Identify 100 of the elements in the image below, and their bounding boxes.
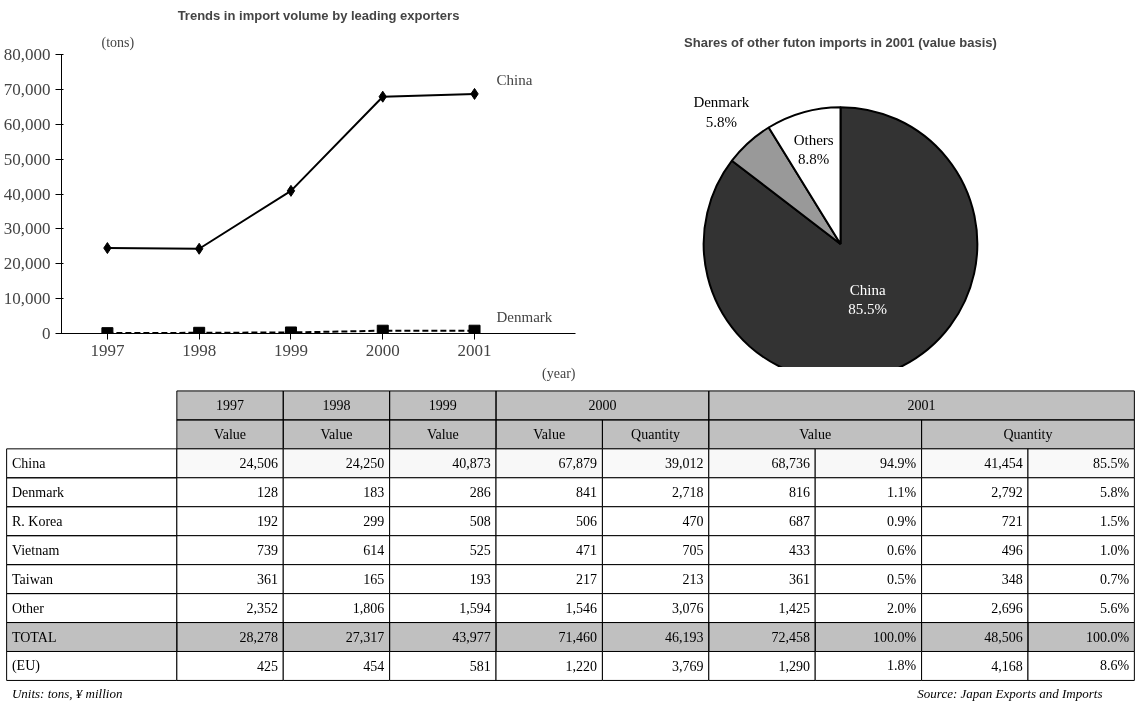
x-tick-label: 2000 [365,340,400,360]
data-label: 425 [256,658,278,674]
data-label: 361 [788,572,810,588]
data-label: 71,460 [558,630,598,646]
data-label: 1.5% [1099,513,1130,529]
data-label: 5.6% [1099,600,1130,616]
data-label: 4,168 [991,658,1023,674]
y-tick-label: 60,000 [3,114,51,134]
slice-label: Denmark [693,94,750,111]
data-label: 3,769 [671,658,704,674]
data-label: 506 [576,514,598,530]
y-tick-label: 30,000 [3,219,51,239]
y-tick-label: 40,000 [3,184,51,204]
data-label: 217 [576,572,598,588]
y-tick-label: Taiwan [11,571,53,587]
data-label: 361 [256,572,278,588]
data-label: 0.9% [887,513,917,529]
data-label: 183 [363,485,385,501]
series-label: Denmark [496,308,553,325]
text: Units: tons, ¥ million [11,685,123,701]
data-label: 0.6% [887,542,917,558]
source-note: Source: Japan Exports and Imports [917,685,1103,701]
text: 2001 [907,398,936,414]
data-label: 8.6% [1099,658,1130,674]
data-label: 2,696 [991,601,1023,617]
x-axis-title: (year) [542,365,576,382]
data-label: 67,879 [558,456,598,472]
data-label: 2,792 [991,485,1023,501]
data-label: 705 [682,543,704,559]
x-tick-label: 1998 [182,340,217,360]
data-label: 46,193 [664,630,704,646]
data-label: 1.8% [887,658,917,674]
data-label: 1,220 [565,658,598,674]
data-label: 28,278 [239,630,278,646]
y-tick-label: 70,000 [3,79,51,99]
text: 1998 [322,398,351,414]
data-label: 41,454 [984,456,1023,472]
data-label: 299 [363,514,385,530]
data-label: 508 [469,514,491,530]
x-tick-label: Value [799,426,832,442]
data-label: 286 [469,485,491,501]
data-label: 841 [576,485,598,501]
data-label: 1,290 [778,658,810,674]
data-label: 471 [576,543,598,559]
data-label: 470 [682,514,704,530]
point [286,184,296,197]
x-tick-label: 2001 [457,340,492,360]
y-axis-title: (tons) [101,34,135,51]
data-label: 1,425 [778,601,810,617]
data-label: 433 [788,543,810,559]
chart-title: Shares of other futon imports in 2001 (value basis) [684,34,997,50]
x-tick-label: Quantity [631,426,681,442]
data-label: 1,594 [459,601,491,617]
y-tick-label: 80,000 [3,45,51,64]
data-label: 85.5% [1092,455,1130,471]
x-tick-label: 1997 [90,340,125,360]
chart-title: Trends in import volume by leading exporters [177,7,460,23]
data-label: 100.0% [1085,629,1130,645]
y-tick-label: 0 [42,324,51,343]
data-label: 454 [363,658,385,674]
data-label: 0.7% [1099,571,1130,587]
data-label: 27,317 [345,630,385,646]
data-label: 100.0% [873,629,917,645]
data-label: 0.5% [887,571,917,587]
data-label: 348 [1001,572,1023,588]
x-tick-label: Value [320,426,353,442]
text: 1997 [216,398,245,414]
point [376,324,389,334]
data-label: 816 [788,485,810,501]
data-label: 3,076 [671,601,704,617]
data-label: 525 [469,543,491,559]
slice-label: Others [793,131,834,148]
data-label: 128 [256,485,278,501]
y-tick-label: Vietnam [11,542,60,558]
data-label: 193 [469,572,491,588]
y-tick-label: 20,000 [3,254,51,274]
y-tick-label: 10,000 [3,289,51,309]
data-label: 94.9% [880,455,917,471]
text: 1999 [428,398,457,414]
y-tick-label: China [11,455,47,471]
data-label: 1,546 [565,601,598,617]
data-label: 1,806 [352,601,385,617]
y-tick-label: Denmark [11,484,65,500]
slice-label: China [849,281,886,298]
data-label: 68,736 [771,456,810,472]
data-label: 43,977 [452,630,491,646]
y-tick-label: (EU) [11,658,41,675]
x-tick-label: 1999 [273,340,308,360]
data-label: 165 [363,572,385,588]
data-label: 2,352 [246,601,278,617]
y-tick-label: TOTAL [11,629,57,645]
y-tick-label: 50,000 [3,149,51,169]
data-label: 24,506 [239,456,278,472]
data-label: 85.5% [848,300,888,317]
data-label: 739 [256,543,278,559]
data-label: 1.1% [887,484,917,500]
data-label: 2.0% [887,600,917,616]
x-tick-label: Value [533,426,566,442]
series-label: China [496,71,533,88]
y-tick-label: R. Korea [11,513,64,529]
